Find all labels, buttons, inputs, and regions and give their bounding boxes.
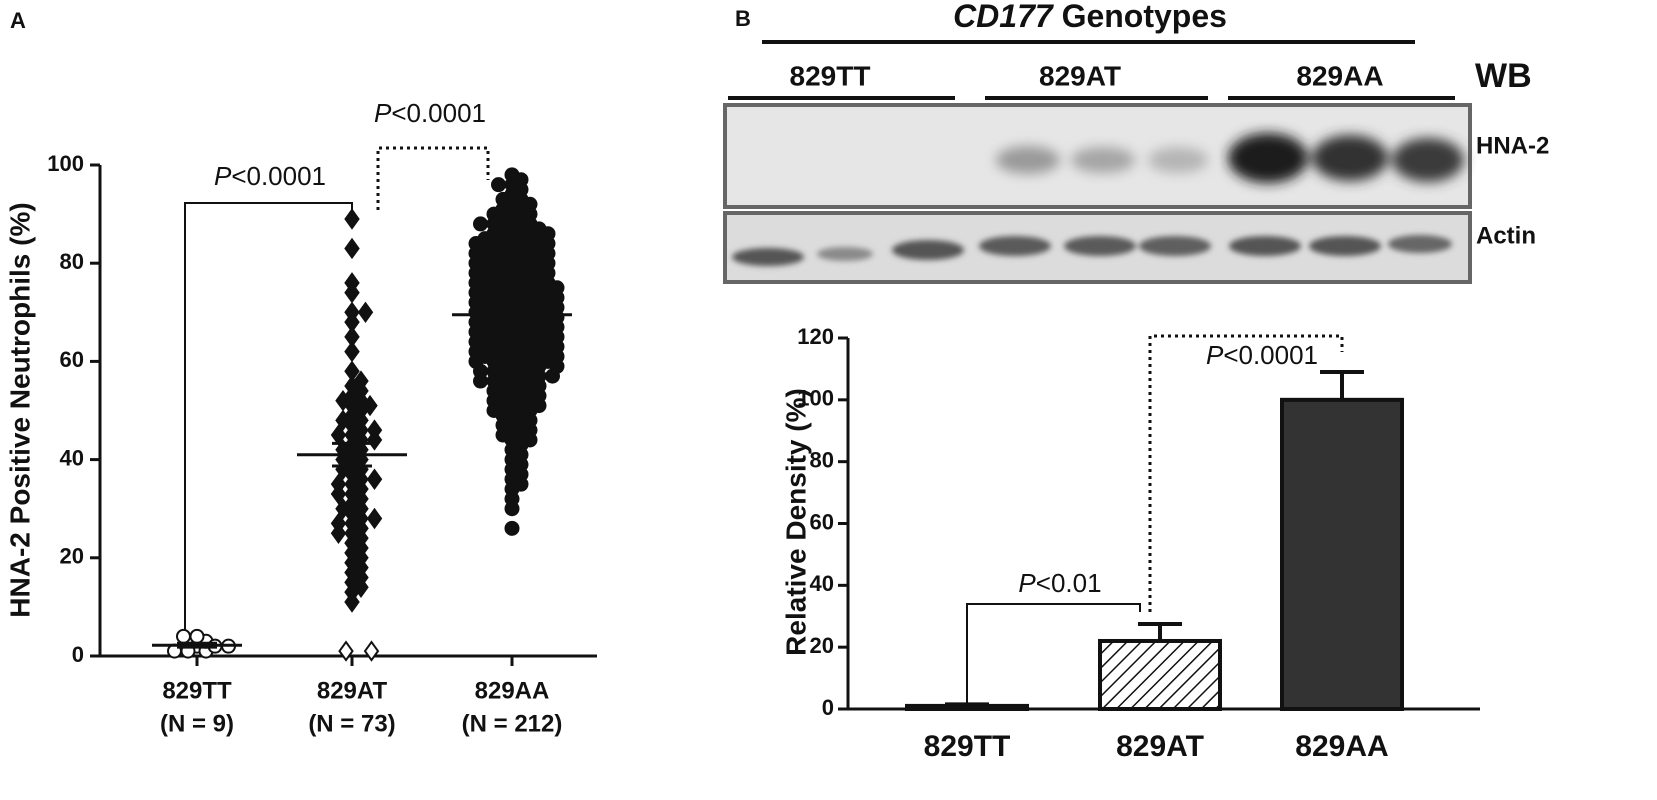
data-point bbox=[363, 640, 380, 662]
n-label: (N = 9) bbox=[160, 710, 234, 737]
data-point bbox=[338, 640, 354, 662]
data-point bbox=[344, 208, 360, 230]
data-point bbox=[473, 216, 488, 232]
bar bbox=[1098, 638, 1222, 712]
significance-brackets bbox=[184, 146, 1344, 706]
y-tick-label: 40 bbox=[60, 445, 84, 470]
data-point bbox=[353, 370, 369, 392]
y-tick-label: 40 bbox=[810, 571, 834, 596]
data-point bbox=[330, 483, 347, 505]
x-tick-label: 829TT bbox=[162, 677, 232, 704]
western-blot bbox=[723, 103, 1472, 284]
y-axis-label: HNA-2 Positive Neutrophils (%) bbox=[4, 202, 35, 617]
p-value: P<0.01 bbox=[1018, 568, 1101, 598]
p-value: P<0.0001 bbox=[1206, 340, 1318, 370]
lane-label: 829AT bbox=[1039, 60, 1121, 91]
row-label: HNA-2 bbox=[1476, 132, 1549, 159]
bar bbox=[1280, 397, 1404, 711]
y-tick-label: 0 bbox=[822, 695, 834, 720]
x-tick-label: 829AA bbox=[1295, 730, 1388, 763]
data-point bbox=[545, 368, 560, 384]
n-label: (N = 212) bbox=[462, 710, 563, 737]
data-point bbox=[468, 245, 484, 261]
y-tick-label: 80 bbox=[810, 447, 834, 472]
data-point bbox=[491, 177, 506, 193]
panel-label: B bbox=[735, 6, 751, 31]
blot-method: WB bbox=[1475, 57, 1532, 95]
blot-title: CD177 Genotypes bbox=[953, 0, 1227, 34]
data-point bbox=[344, 237, 360, 260]
data-point bbox=[176, 628, 191, 644]
data-point bbox=[357, 301, 374, 324]
y-tick-label: 60 bbox=[810, 509, 834, 534]
y-tick-label: 20 bbox=[60, 544, 84, 569]
data-point bbox=[473, 373, 488, 389]
x-tick-label: 829AT bbox=[317, 677, 388, 704]
x-tick-label: 829TT bbox=[924, 730, 1011, 763]
y-tick-label: 80 bbox=[60, 249, 84, 274]
x-tick-label: 829AA bbox=[475, 677, 550, 704]
data-point bbox=[189, 628, 205, 644]
data-point bbox=[504, 520, 520, 536]
lane-label: 829TT bbox=[790, 60, 871, 91]
y-axis-label: Relative Density (%) bbox=[780, 388, 811, 656]
data-point bbox=[330, 522, 347, 544]
lane-label: 829AA bbox=[1296, 60, 1383, 91]
y-tick-label: 100 bbox=[47, 151, 84, 176]
row-label: Actin bbox=[1476, 222, 1536, 249]
blot-lines bbox=[728, 40, 1455, 100]
data-point bbox=[335, 409, 351, 432]
data-point bbox=[344, 591, 360, 613]
y-tick-label: 0 bbox=[72, 642, 84, 667]
y-tick-label: 20 bbox=[810, 633, 834, 658]
panel-label: A bbox=[10, 8, 26, 33]
p-value: P<0.0001 bbox=[374, 98, 486, 128]
data-point bbox=[366, 419, 383, 441]
n-label: (N = 73) bbox=[308, 710, 395, 737]
data-point bbox=[366, 507, 383, 530]
x-tick-label: 829AT bbox=[1116, 730, 1204, 763]
y-tick-label: 120 bbox=[797, 324, 834, 349]
data-point bbox=[504, 501, 520, 517]
p-value: P<0.0001 bbox=[214, 161, 326, 191]
data-point bbox=[344, 340, 360, 363]
data-point bbox=[366, 468, 383, 490]
y-tick-label: 60 bbox=[60, 347, 84, 372]
data-point bbox=[540, 226, 556, 242]
y-tick-label: 100 bbox=[797, 386, 834, 411]
